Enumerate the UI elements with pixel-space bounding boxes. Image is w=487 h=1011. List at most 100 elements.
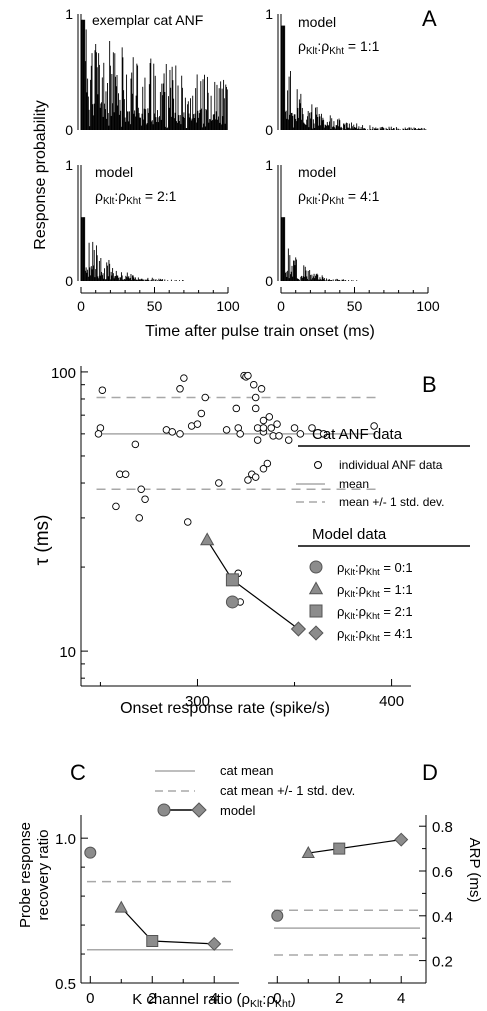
legend-model-marker-triangle	[308, 581, 324, 595]
legend-model-label: ρKlt:ρKht = 1:1	[337, 582, 413, 599]
cat-anf-point	[244, 371, 252, 380]
cat-anf-point	[232, 404, 241, 413]
panel-letter-d: D	[422, 760, 438, 785]
y-tick-label: 0	[65, 273, 73, 289]
panel-a-subplot-41: 0 1 0 50 100	[265, 157, 440, 314]
legend-mean-label: mean	[339, 477, 369, 491]
cat-anf-point	[193, 420, 202, 428]
x-tick-label: 0	[77, 298, 85, 314]
panel-c-plot: 0.5 1.0 0 2 4	[55, 815, 239, 1007]
model-point-diamond	[394, 832, 409, 847]
y-tick-label: 100	[51, 365, 76, 382]
model-line	[308, 839, 402, 854]
cat-anf-point	[296, 430, 305, 438]
panel-letter-b: B	[422, 372, 437, 397]
cd-legend-model-label: model	[220, 803, 256, 818]
panel-a-subplot-21: 0 1 0 50 100	[65, 157, 240, 314]
legend-model-label: ρKlt:ρKht = 4:1	[337, 626, 413, 643]
cat-anf-point	[251, 393, 260, 402]
y-tick-label: 0.2	[432, 954, 453, 971]
panel-b-plot: 10 100 300 400	[51, 365, 411, 710]
y-tick-label: 0	[265, 273, 273, 289]
cat-anf-point	[135, 514, 143, 522]
y-tick-label: 0.6	[432, 864, 453, 881]
legend-model-marker-diamond	[308, 625, 324, 641]
cat-anf-point	[319, 430, 328, 438]
model-line	[120, 907, 215, 945]
cat-anf-point	[184, 518, 192, 526]
cat-anf-point	[141, 495, 149, 503]
panel-b-legend: Cat ANF data individual ANF data mean me…	[296, 426, 470, 643]
panel-a-ylabel: Response probability	[32, 100, 49, 249]
panel-b-ylabel: τ (ms)	[32, 515, 53, 566]
y-tick-label: 0	[65, 122, 73, 138]
model-point-triangle	[114, 900, 128, 913]
cat-anf-point	[201, 393, 209, 402]
panel-d-ylabel: ARP (ms)	[466, 838, 483, 903]
y-tick-label: 1	[65, 6, 73, 22]
cat-anf-point	[290, 424, 299, 432]
panel-letter-a: A	[422, 6, 437, 31]
y-tick-label: 1.0	[55, 831, 76, 848]
cat-anf-point	[275, 432, 283, 440]
legend-model-marker-square	[309, 604, 323, 618]
cat-anf-point	[168, 428, 176, 436]
x-tick-label: 100	[216, 298, 240, 314]
cat-anf-point	[244, 476, 252, 484]
model-point-triangle	[301, 845, 315, 858]
legend-cat-header: Cat ANF data	[312, 426, 403, 443]
subplot-title-11: model	[298, 14, 336, 30]
cat-anf-point	[253, 436, 262, 444]
cat-anf-point	[236, 430, 244, 438]
panel-cd-xlabel: K channel ratio (ρKlt:ρKht)	[132, 991, 296, 1010]
x-tick-label: 300	[185, 693, 210, 710]
x-tick-label: 4	[210, 990, 218, 1007]
cat-anf-point	[176, 385, 184, 393]
y-tick-label: 10	[59, 644, 76, 661]
subplot-title-41: model	[298, 164, 336, 180]
model-point-square	[146, 935, 159, 947]
x-tick-label: 0	[277, 298, 285, 314]
cd-legend-model-circle	[157, 803, 171, 817]
cat-anf-point	[251, 473, 260, 481]
x-tick-label: 50	[147, 298, 163, 314]
x-tick-label: 50	[347, 298, 363, 314]
model-point-square	[333, 842, 346, 855]
cat-anf-point	[250, 380, 258, 389]
cat-anf-point	[98, 386, 107, 394]
y-tick-label: 0.8	[432, 819, 453, 836]
cd-legend-mean-label: cat mean	[220, 763, 273, 778]
panel-d-plot: 0.2 0.4 0.6 0.8 0 2 4	[268, 815, 453, 1007]
model-point-circle	[271, 909, 284, 922]
cat-anf-point	[263, 459, 272, 468]
model-point-circle	[225, 595, 239, 609]
cat-anf-point	[222, 426, 231, 434]
x-tick-label: 2	[335, 990, 343, 1007]
cat-anf-point	[273, 420, 281, 428]
cat-anf-point	[215, 479, 223, 487]
x-tick-label: 100	[416, 298, 440, 314]
cat-anf-point	[180, 374, 188, 382]
legend-model-marker-circle	[309, 560, 323, 574]
legend-model-label: ρKlt:ρKht = 0:1	[337, 560, 413, 577]
cat-anf-point	[197, 409, 206, 418]
cd-legend-sd-label: cat mean +/- 1 std. dev.	[220, 783, 355, 798]
subplot-ratio-21: ρKlt:ρKht = 2:1	[95, 188, 177, 207]
x-tick-label: 0	[86, 990, 94, 1007]
cat-anf-point	[267, 424, 275, 432]
panel-b-xlabel: Onset response rate (spike/s)	[120, 700, 330, 717]
y-tick-label: 0.5	[55, 976, 76, 993]
panel-a-subplot-cat: 01	[65, 6, 228, 138]
x-tick-label: 2	[148, 990, 156, 1007]
panel-a: Response probability Time after pulse tr…	[32, 6, 440, 340]
cat-anf-point	[176, 430, 184, 438]
y-tick-label: 1	[65, 157, 73, 173]
cat-anf-point	[370, 422, 378, 430]
panel-a-subplot-11: 01	[265, 6, 427, 138]
cat-anf-point	[121, 470, 130, 479]
y-tick-label: 0.4	[432, 909, 453, 926]
cat-anf-point	[308, 424, 316, 432]
panel-c-ylabel-1: Probe response	[17, 822, 34, 928]
panel-a-xlabel: Time after pulse train onset (ms)	[145, 323, 375, 340]
